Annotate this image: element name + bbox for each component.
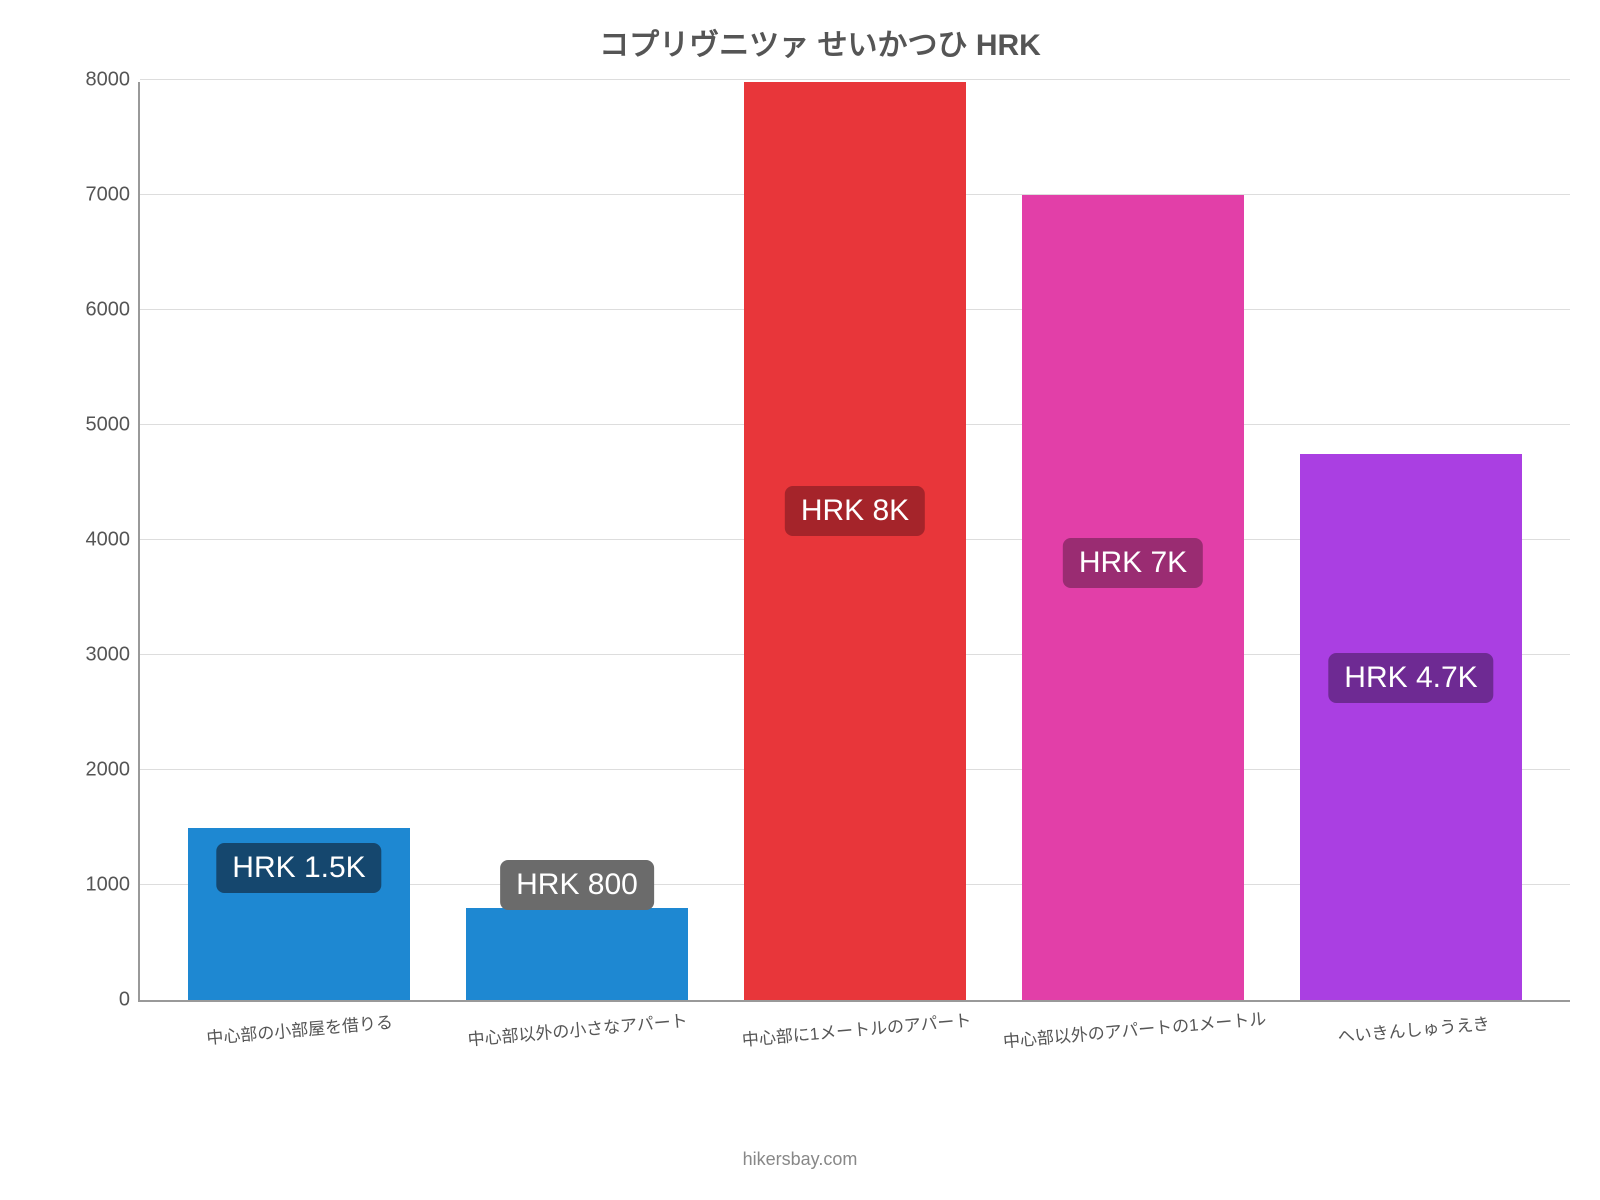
y-tick-label: 5000 — [86, 414, 141, 437]
plot-area: HRK 1.5KHRK 800HRK 8KHRK 7KHRK 4.7K 0100… — [138, 82, 1570, 1002]
gridline — [140, 79, 1570, 80]
bars-group: HRK 1.5K HRK 800 HRK 8K HRK 7K HRK 4.7K — [140, 82, 1570, 1000]
y-tick-label: 3000 — [86, 644, 141, 667]
bar — [466, 908, 688, 1000]
attribution-text: hikersbay.com — [0, 1149, 1600, 1170]
bar-slot: HRK 4.7K — [1272, 82, 1550, 1000]
bar — [1300, 454, 1522, 1000]
bar-value-label: HRK 4.7K — [1328, 653, 1493, 703]
y-tick-label: 4000 — [86, 529, 141, 552]
y-tick-label: 8000 — [86, 69, 141, 92]
y-tick-label: 7000 — [86, 184, 141, 207]
bar-slot: HRK 8K — [716, 82, 994, 1000]
chart-title: コプリヴニツァ せいかつひ HRK — [70, 20, 1570, 64]
bar-value-label: HRK 800 — [500, 860, 654, 910]
bar-slot: HRK 800 — [438, 82, 716, 1000]
bar — [744, 82, 966, 1000]
bar-value-label: HRK 1.5K — [216, 843, 381, 893]
y-tick-label: 0 — [119, 989, 140, 1012]
bar — [1022, 195, 1244, 1000]
bar-slot: HRK 1.5K — [160, 82, 438, 1000]
y-tick-label: 2000 — [86, 759, 141, 782]
y-tick-label: 1000 — [86, 874, 141, 897]
cost-of-living-chart: コプリヴニツァ せいかつひ HRK HRK 1.5KHRK 800HRK 8KH… — [70, 20, 1570, 1080]
bar-slot: HRK 7K — [994, 82, 1272, 1000]
y-tick-label: 6000 — [86, 299, 141, 322]
x-axis-labels: 中心部の小部屋を借りる中心部以外の小さなアパート中心部に1メートルのアパート中心… — [138, 1002, 1570, 1041]
bar-value-label: HRK 8K — [785, 486, 925, 536]
bar-value-label: HRK 7K — [1063, 538, 1203, 588]
